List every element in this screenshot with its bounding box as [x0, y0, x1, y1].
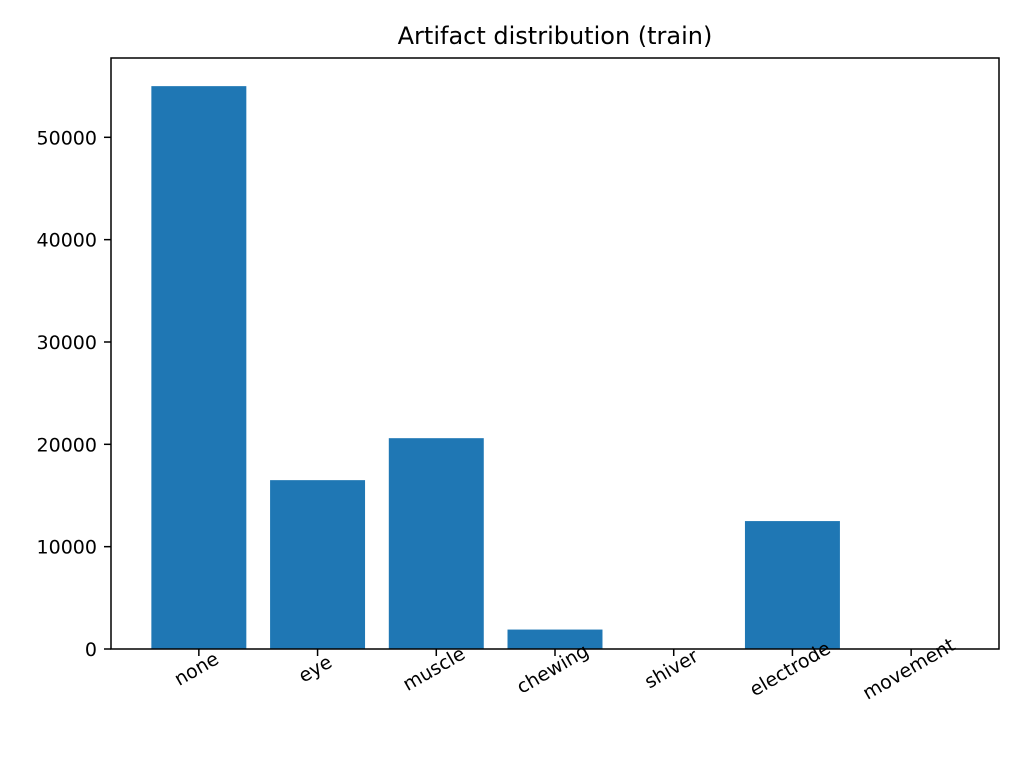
bars-group	[151, 86, 840, 649]
bar-muscle	[388, 438, 484, 649]
bar-chewing	[507, 629, 603, 649]
plot-frame	[110, 57, 1000, 650]
y-tick-label: 30000	[37, 332, 97, 354]
y-tick-label: 10000	[37, 537, 97, 559]
y-axis: 0 10000 20000 30000 40000 50000	[37, 127, 111, 661]
chart-title: Artifact distribution (train)	[398, 22, 713, 50]
bar-eye	[270, 480, 366, 649]
bar-electrode	[744, 521, 840, 649]
y-tick-label: 40000	[37, 230, 97, 252]
bar-none	[151, 86, 247, 649]
y-tick-label: 20000	[37, 434, 97, 456]
y-tick-label: 0	[85, 639, 97, 661]
y-tick-label: 50000	[37, 127, 97, 149]
